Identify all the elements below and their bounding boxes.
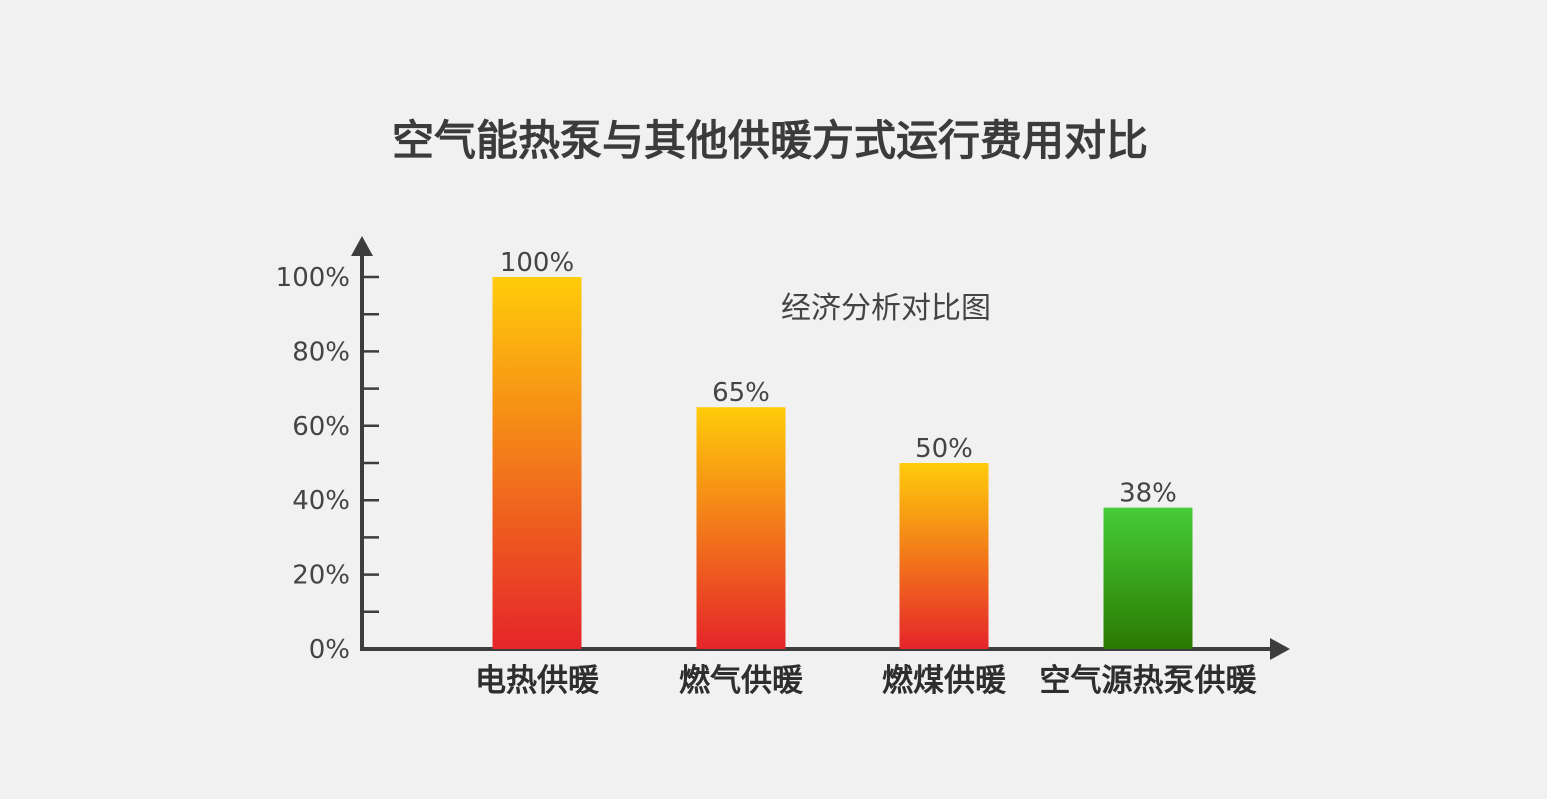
- bar: [1103, 507, 1193, 649]
- category-label: 燃气供暖: [679, 663, 804, 699]
- value-label: 38%: [1119, 479, 1177, 509]
- y-axis-arrow: [351, 236, 373, 256]
- y-axis-ticks: 0% 20% 40% 60% 80% 100%: [276, 263, 379, 665]
- y-tick-label: 80%: [292, 337, 350, 367]
- bar: [899, 463, 989, 649]
- category-label: 电热供暖: [475, 663, 600, 699]
- chart-title: 空气能热泵与其他供暖方式运行费用对比: [392, 116, 1148, 165]
- bars: [492, 277, 1193, 649]
- labels: 100% 电热供暖 65% 燃气供暖 50% 燃煤供暖 38% 空气源热泵供暖: [475, 248, 1257, 699]
- category-label: 燃煤供暖: [882, 663, 1007, 699]
- value-label: 50%: [915, 434, 973, 464]
- y-tick-label: 100%: [276, 263, 350, 293]
- value-label: 65%: [712, 378, 770, 408]
- y-tick-label: 60%: [292, 412, 350, 442]
- chart-subtitle: 经济分析对比图: [781, 291, 991, 326]
- bar: [492, 277, 582, 649]
- y-tick-label: 0%: [309, 635, 350, 665]
- y-tick-label: 40%: [292, 486, 350, 516]
- category-label: 空气源热泵供暖: [1040, 663, 1258, 699]
- y-tick-label: 20%: [292, 561, 350, 591]
- x-axis-arrow: [1270, 638, 1290, 660]
- value-label: 100%: [500, 248, 574, 278]
- bar: [696, 407, 786, 649]
